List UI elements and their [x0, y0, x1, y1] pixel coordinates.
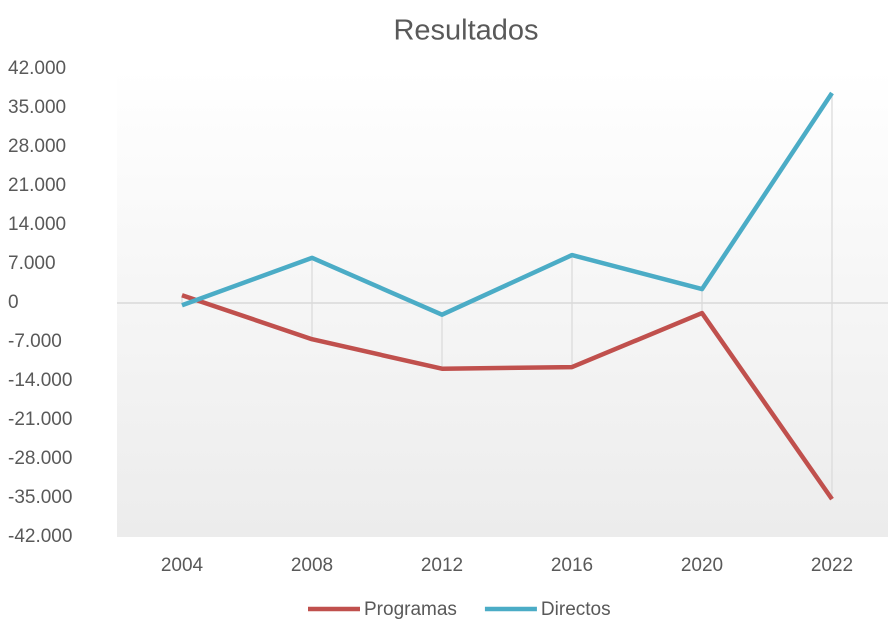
y-tick-label: 42.000 [8, 58, 66, 79]
y-tick-label: -21.000 [8, 409, 72, 430]
series-line [181, 91, 834, 317]
legend-label: Programas [364, 599, 457, 620]
y-tick-label: -28.000 [8, 448, 72, 469]
x-tick-label: 2012 [421, 555, 463, 576]
y-tick-label: -14.000 [8, 370, 72, 391]
chart-title: Resultados [393, 15, 538, 47]
y-tick-label: -35.000 [8, 487, 72, 508]
x-tick-label: 2016 [551, 555, 593, 576]
y-tick-label: 14.000 [8, 214, 66, 235]
y-tick-label: -7.000 [8, 331, 62, 352]
y-tick-label: 0 [8, 292, 19, 313]
x-tick-label: 2004 [161, 555, 204, 576]
y-tick-label: -42.000 [8, 526, 72, 547]
y-tick-label: 35.000 [8, 97, 66, 118]
series-line [181, 293, 834, 501]
x-tick-label: 2008 [291, 555, 333, 576]
x-tick-label: 2020 [681, 555, 723, 576]
y-tick-label: 28.000 [8, 136, 66, 157]
x-tick-label: 2022 [811, 555, 853, 576]
y-tick-label: 7.000 [8, 253, 56, 274]
legend-label: Directos [541, 599, 611, 620]
y-tick-label: 21.000 [8, 175, 66, 196]
